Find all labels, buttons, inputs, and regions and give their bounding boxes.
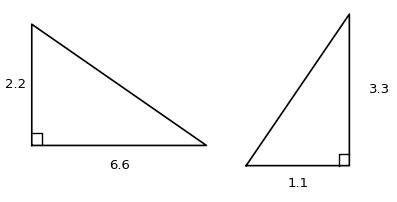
- Text: 2.2: 2.2: [5, 78, 27, 91]
- Text: 3.3: 3.3: [369, 83, 390, 96]
- Text: 1.1: 1.1: [287, 177, 308, 190]
- Text: 6.6: 6.6: [109, 159, 129, 172]
